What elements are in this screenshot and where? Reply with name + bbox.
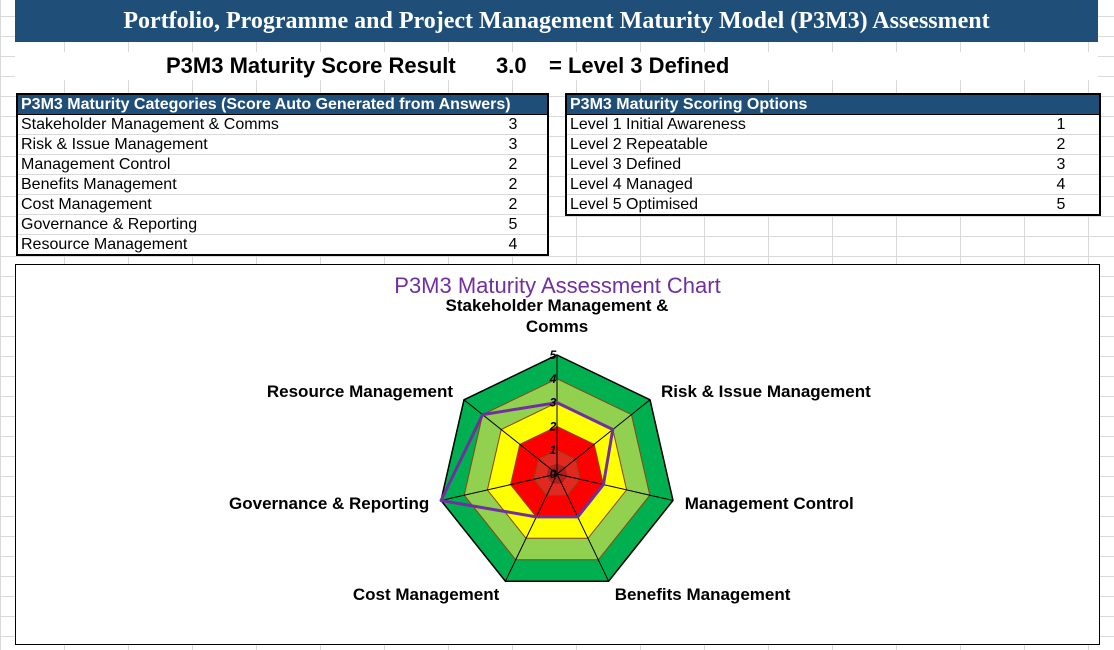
categories-table-header: P3M3 Maturity Categories (Score Auto Gen… bbox=[18, 95, 547, 115]
categories-table: P3M3 Maturity Categories (Score Auto Gen… bbox=[16, 93, 549, 256]
row-score: 3 bbox=[508, 136, 518, 153]
score-value: 3.0 bbox=[496, 53, 527, 78]
tick-label: 4 bbox=[549, 372, 557, 386]
axis-label: Governance & Reporting bbox=[229, 494, 429, 513]
row-name: Stakeholder Management & Comms bbox=[21, 116, 279, 133]
table-row[interactable]: Resource Management 4 bbox=[18, 235, 547, 254]
axis-spoke bbox=[556, 473, 610, 582]
radar-chart-svg: 0 1 2 3 4 5 Stakeholder Management & Comms Risk … bbox=[229, 296, 871, 604]
axis-spoke bbox=[556, 399, 651, 475]
axis-label: Stakeholder Management & bbox=[446, 296, 669, 315]
table-row[interactable]: Level 2 Repeatable 2 bbox=[567, 135, 1099, 155]
row-name: Level 4 Managed bbox=[570, 176, 693, 193]
radar-chart: P3M3 Maturity Assessment Chart 0 1 2 3 4 5 Sta… bbox=[15, 264, 1100, 645]
row-score: 5 bbox=[508, 216, 518, 233]
row-score: 2 bbox=[508, 156, 518, 173]
row-score: 3 bbox=[508, 116, 518, 133]
sheet-title: Portfolio, Programme and Project Managem… bbox=[15, 0, 1098, 42]
row-score: 2 bbox=[1056, 136, 1066, 153]
axis-spoke bbox=[440, 473, 558, 501]
scoring-options-table: P3M3 Maturity Scoring Options Level 1 In… bbox=[565, 93, 1101, 216]
axis-label: Cost Management bbox=[353, 585, 500, 604]
axis-spoke bbox=[463, 399, 558, 475]
row-name: Resource Management bbox=[21, 236, 188, 253]
row-name: Cost Management bbox=[21, 196, 152, 213]
row-score: 2 bbox=[508, 176, 518, 193]
axis-label: Resource Management bbox=[267, 382, 453, 401]
row-score: 2 bbox=[508, 196, 518, 213]
table-row[interactable]: Stakeholder Management & Comms 3 bbox=[18, 115, 547, 135]
axis-label: Risk & Issue Management bbox=[661, 382, 871, 401]
tick-label: 0 bbox=[550, 467, 557, 481]
row-name: Level 1 Initial Awareness bbox=[570, 116, 746, 133]
row-score: 1 bbox=[1056, 116, 1066, 133]
score-result: = Level 3 Defined bbox=[549, 53, 730, 78]
tick-label: 5 bbox=[550, 348, 557, 362]
row-name: Management Control bbox=[21, 156, 171, 173]
table-row[interactable]: Level 5 Optimised 5 bbox=[567, 195, 1099, 214]
row-score: 3 bbox=[1056, 156, 1066, 173]
axis-spoke bbox=[504, 473, 558, 582]
chart-title: P3M3 Maturity Assessment Chart bbox=[394, 273, 721, 298]
scoring-table-header: P3M3 Maturity Scoring Options bbox=[567, 95, 1099, 115]
table-row[interactable]: Benefits Management 2 bbox=[18, 175, 547, 195]
tick-label: 3 bbox=[550, 396, 557, 410]
table-row[interactable]: Governance & Reporting 5 bbox=[18, 215, 547, 235]
row-score: 5 bbox=[1056, 196, 1066, 213]
row-name: Level 3 Defined bbox=[570, 156, 682, 173]
data-series-line bbox=[439, 401, 615, 519]
score-label: P3M3 Maturity Score Result bbox=[166, 53, 456, 78]
table-row[interactable]: Level 3 Defined 3 bbox=[567, 155, 1099, 175]
row-name: Risk & Issue Management bbox=[21, 136, 208, 153]
row-score: 4 bbox=[508, 236, 518, 253]
score-row: P3M3 Maturity Score Result 3.0 = Level 3… bbox=[15, 52, 1098, 80]
table-row[interactable]: Risk & Issue Management 3 bbox=[18, 135, 547, 155]
tick-label: 1 bbox=[550, 443, 557, 457]
axis-label: Benefits Management bbox=[615, 585, 791, 604]
axis-spoke bbox=[556, 473, 674, 501]
axis-label: Comms bbox=[526, 317, 588, 336]
row-score: 4 bbox=[1056, 176, 1066, 193]
row-name: Level 2 Repeatable bbox=[570, 136, 708, 153]
table-row[interactable]: Management Control 2 bbox=[18, 155, 547, 175]
row-name: Benefits Management bbox=[21, 176, 177, 193]
table-row[interactable]: Level 1 Initial Awareness 1 bbox=[567, 115, 1099, 135]
tick-label: 2 bbox=[549, 419, 557, 433]
axis-label: Management Control bbox=[685, 494, 854, 513]
table-row[interactable]: Level 4 Managed 4 bbox=[567, 175, 1099, 195]
row-name: Level 5 Optimised bbox=[570, 196, 699, 213]
row-name: Governance & Reporting bbox=[21, 216, 198, 233]
table-row[interactable]: Cost Management 2 bbox=[18, 195, 547, 215]
